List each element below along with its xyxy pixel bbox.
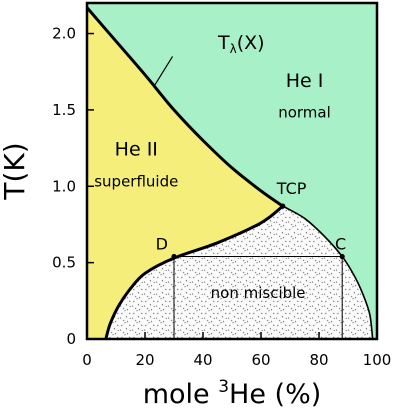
ticks: 0 20 40 60 80 100 0 0.5 1.0 1.5 2.0	[52, 25, 391, 369]
y-tick-label: 0	[66, 330, 76, 348]
lambda-label-leader	[154, 56, 174, 86]
point-c-label: C	[335, 235, 346, 254]
annotations: Tλ(X) He I normal He II superfluide non …	[94, 32, 331, 302]
lambda-label-subscript: λ	[230, 42, 237, 56]
x-tick-label: 40	[193, 351, 212, 369]
x-axis-title-prefix: mole	[143, 379, 219, 410]
lambda-line-label: Tλ(X)	[217, 32, 265, 56]
y-tick-label: 0.5	[52, 254, 76, 272]
normal-label: normal	[278, 104, 331, 122]
lambda-label-base: T	[217, 32, 230, 54]
points: TCP D C	[156, 179, 346, 260]
y-tick-label: 1.5	[52, 101, 76, 119]
point-tcp-marker	[280, 203, 286, 209]
coexistence-line-left	[104, 204, 284, 340]
he1-label: He I	[286, 70, 324, 92]
x-tick-label: 20	[135, 351, 154, 369]
point-c-marker	[339, 253, 345, 260]
x-tick-label: 60	[251, 351, 270, 369]
superfluide-label: superfluide	[94, 172, 178, 190]
lambda-line	[85, 6, 284, 208]
non-miscible-label: non miscible	[211, 284, 306, 302]
he2-label: He II	[115, 139, 158, 161]
point-d-label: D	[156, 235, 168, 254]
x-tick-label: 80	[309, 351, 328, 369]
non-miscible-region	[105, 206, 373, 339]
x-tick-label: 100	[363, 351, 392, 369]
x-tick-label: 0	[82, 351, 92, 369]
plot-frame	[85, 1, 379, 341]
phase-lines	[85, 6, 374, 340]
x-axis-title-suffix: He (%)	[229, 379, 321, 410]
y-axis-title: T(K)	[0, 142, 31, 200]
superfluid-region	[87, 7, 283, 339]
y-tick-label: 1.0	[52, 177, 76, 195]
x-axis-title-superscript: 3	[218, 377, 229, 397]
point-tcp-label: TCP	[276, 179, 307, 198]
lambda-label-argument: (X)	[237, 32, 265, 54]
coexistence-line-right	[282, 205, 374, 340]
point-d-marker	[171, 253, 177, 260]
y-tick-label: 2.0	[52, 25, 76, 43]
x-axis-title: mole 3He (%)	[143, 377, 322, 410]
